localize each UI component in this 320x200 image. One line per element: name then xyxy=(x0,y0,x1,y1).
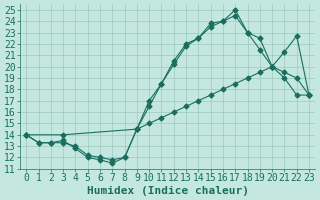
X-axis label: Humidex (Indice chaleur): Humidex (Indice chaleur) xyxy=(87,186,249,196)
